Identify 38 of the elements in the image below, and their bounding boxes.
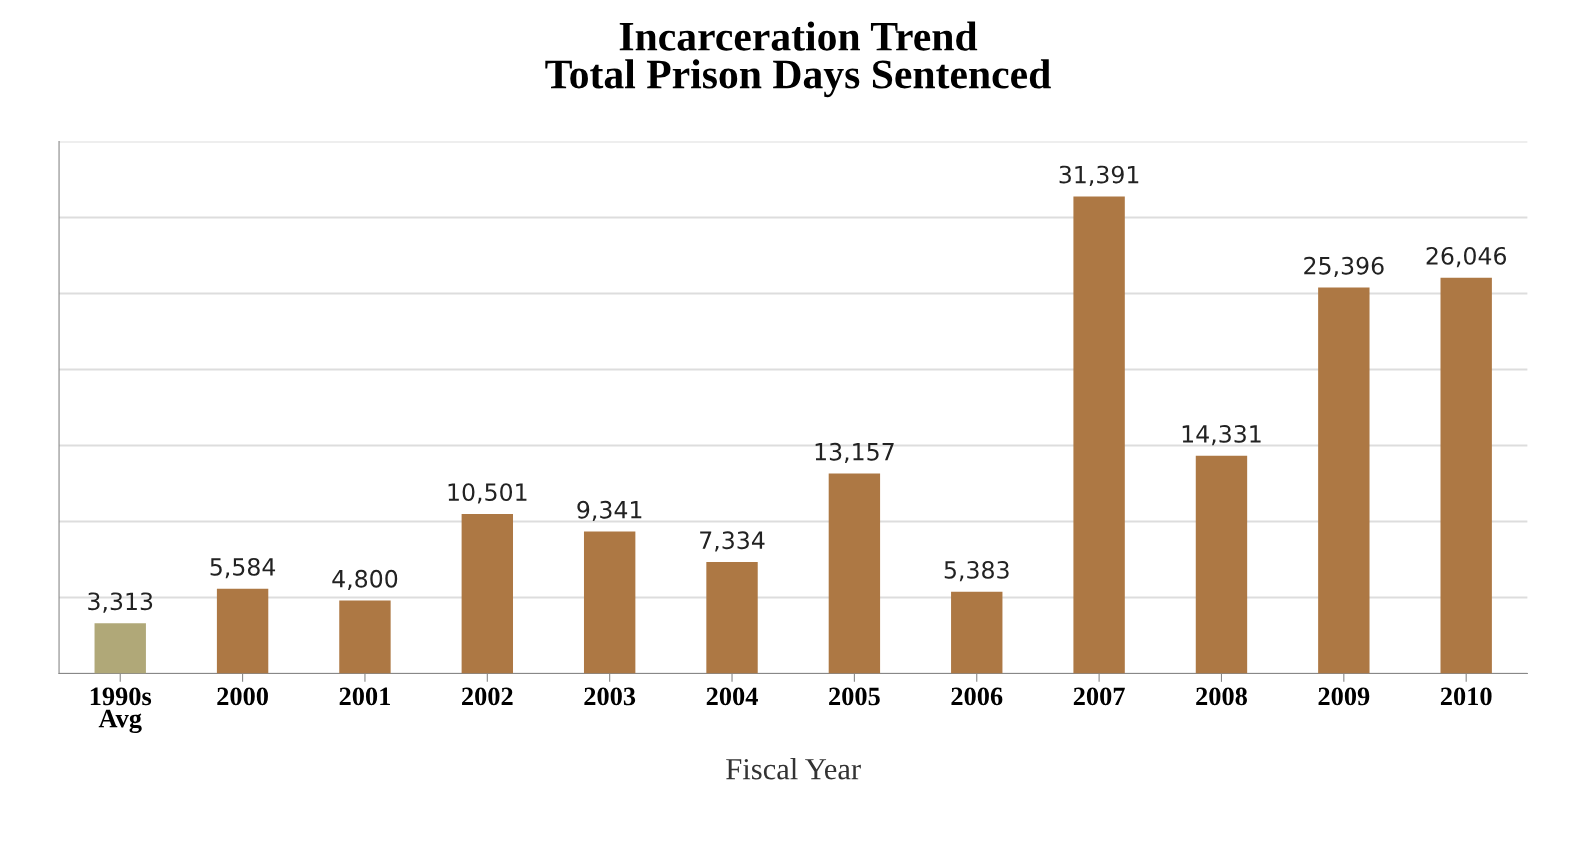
data-label: 9,341 — [577, 500, 642, 522]
chart-title: Incarceration Trend Total Prison Days Sentenced — [545, 21, 1051, 98]
x-tick-label: 2000 — [217, 687, 268, 706]
x-tick-label: 2010 — [1440, 687, 1492, 706]
data-label: 10,501 — [448, 483, 527, 504]
bar — [706, 562, 758, 674]
bar — [951, 591, 1003, 674]
x-tick-label: 2005 — [829, 687, 880, 706]
bar — [583, 531, 636, 674]
bar — [1195, 455, 1248, 674]
x-tick-label: 2008 — [1196, 687, 1247, 706]
x-tick-label: 2001 — [339, 687, 390, 706]
data-label: 3,313 — [88, 592, 153, 613]
bar — [828, 473, 881, 674]
x-tick-label: 2009 — [1318, 687, 1370, 706]
data-label: 4,800 — [332, 569, 398, 591]
data-label: 5,383 — [944, 560, 1009, 582]
bar — [461, 513, 514, 674]
bar — [216, 588, 269, 674]
data-label: 7,334 — [700, 531, 765, 552]
x-tick-label: 2006 — [951, 687, 1003, 706]
x-axis-title: Fiscal Year — [726, 757, 861, 780]
data-label: 31,391 — [1059, 165, 1139, 186]
bar — [1318, 287, 1370, 674]
bar — [94, 623, 146, 674]
x-tick-label: 1990s Avg — [90, 687, 152, 733]
bar — [1440, 277, 1492, 674]
data-label: 25,396 — [1304, 256, 1384, 278]
x-tick-label: 2007 — [1073, 687, 1125, 706]
data-label: 14,331 — [1182, 424, 1261, 446]
data-label: 26,046 — [1426, 246, 1507, 268]
x-tick-label: 2002 — [462, 687, 513, 706]
data-label: 13,157 — [815, 442, 894, 464]
data-label: 5,584 — [210, 557, 276, 579]
x-tick-label: 2004 — [706, 687, 758, 706]
x-tick-label: 2003 — [584, 687, 636, 706]
bar — [339, 600, 391, 674]
bar — [1073, 196, 1125, 674]
